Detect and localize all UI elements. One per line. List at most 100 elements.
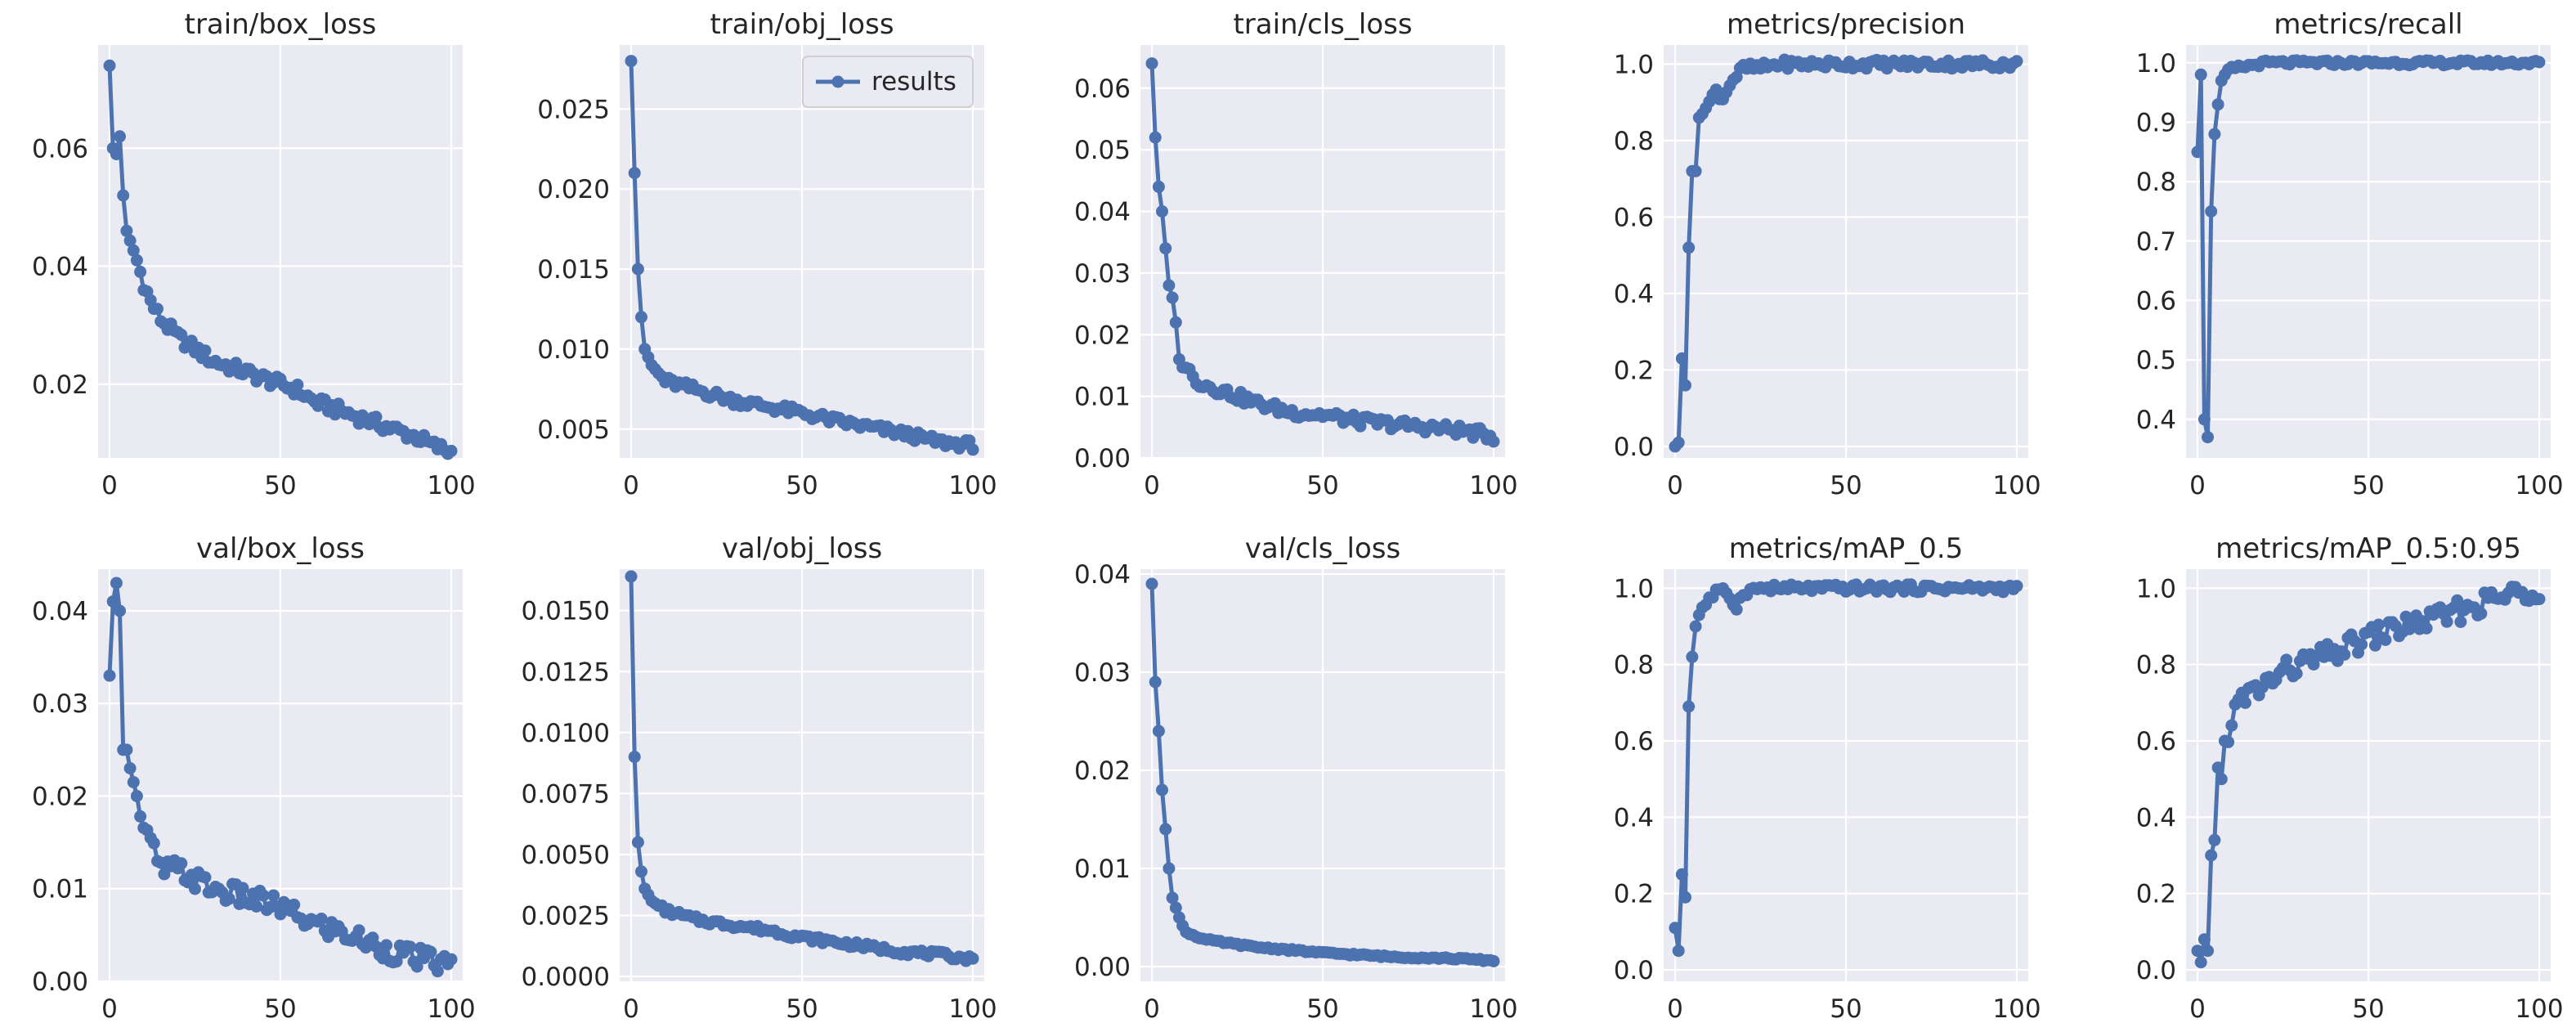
x-tick-label: 100 [948, 994, 997, 1024]
y-tick-label: 0.8 [1614, 127, 1654, 156]
data-point [2372, 618, 2385, 631]
y-tick-label: 0.02 [1074, 321, 1131, 350]
data-point [2191, 945, 2204, 958]
chart-metrics-recall: 0 50 100 0.4 0.5 0.6 0.7 0.8 0.9 1.0 metrics/recal… [2136, 8, 2564, 500]
chart-metrics-map-0-5: 0 50 100 0.0 0.2 0.4 0.6 0.8 1.0 metrics/mAP_0.5 [1614, 532, 2041, 1024]
y-tick-label: 0.00 [32, 967, 88, 997]
y-tick-label: 0.04 [32, 253, 88, 282]
chart-train-obj-loss: 0 50 100 0.005 0.010 0.015 0.020 0.025 train/obj… [537, 8, 997, 500]
data-point [274, 908, 287, 921]
x-tick-label: 50 [2352, 471, 2384, 500]
data-point [1689, 164, 1702, 177]
y-tick-label: 0.0000 [522, 962, 610, 992]
data-point [1156, 205, 1168, 218]
data-point [199, 344, 212, 357]
y-tick-label: 0.02 [32, 370, 88, 400]
data-point [628, 167, 641, 180]
x-tick-label: 0 [1667, 471, 1683, 500]
data-point [628, 751, 641, 764]
x-tick-label: 0 [101, 471, 118, 500]
data-point [1166, 291, 1179, 304]
data-point [134, 810, 147, 823]
y-tick-label: 0.6 [1614, 727, 1654, 756]
legend-marker-icon [831, 75, 844, 88]
data-point [123, 234, 137, 247]
chart-val-cls-loss: 0 50 100 0.00 0.01 0.02 0.03 0.04 val/cls_loss [1074, 532, 1518, 1024]
y-tick-label: 1.0 [1614, 50, 1654, 79]
data-point [1672, 436, 1685, 449]
data-point [352, 924, 365, 937]
data-point [1672, 945, 1685, 958]
data-point [1682, 700, 1696, 713]
data-point [625, 570, 638, 583]
data-point [151, 303, 164, 316]
data-point [635, 865, 647, 878]
chart-val-obj-loss: 0 50 100 0.0000 0.0025 0.0050 0.0075 0.0100 0.01… [522, 532, 997, 1024]
data-point [2194, 956, 2207, 969]
data-point [424, 945, 437, 958]
y-tick-label: 0.00 [1074, 953, 1131, 982]
y-tick-label: 0.0025 [522, 901, 610, 931]
x-tick-label: 0 [623, 471, 639, 500]
y-tick-label: 0.00 [1074, 444, 1131, 473]
y-tick-label: 0.03 [1074, 658, 1131, 688]
legend-label: results [871, 67, 956, 96]
data-point [404, 940, 417, 953]
y-tick-label: 1.0 [2136, 574, 2176, 603]
y-tick-label: 1.0 [2136, 49, 2176, 79]
data-point [2197, 933, 2211, 946]
data-point [1487, 435, 1500, 448]
data-point [130, 790, 143, 802]
data-point [1682, 241, 1696, 254]
y-tick-label: 0.025 [537, 95, 610, 124]
data-point [110, 148, 123, 160]
data-point [966, 443, 979, 456]
data-point [1679, 891, 1691, 904]
data-point [1709, 83, 1723, 96]
y-tick-label: 0.4 [1614, 803, 1654, 832]
y-tick-label: 0.0 [1614, 956, 1654, 985]
data-point [120, 743, 133, 756]
data-point [1152, 180, 1165, 193]
data-point [1159, 242, 1172, 255]
data-point [257, 889, 270, 902]
data-point [230, 357, 243, 370]
data-point [2010, 55, 2023, 68]
y-tick-label: 0.06 [1074, 74, 1131, 104]
data-point [1679, 379, 1691, 392]
x-tick-label: 50 [1830, 994, 1861, 1024]
data-point [147, 837, 160, 850]
data-point [2239, 697, 2251, 709]
data-point [1163, 279, 1176, 292]
y-tick-label: 0.4 [2136, 406, 2176, 435]
data-point [445, 953, 458, 966]
data-point [199, 871, 212, 884]
data-point [410, 960, 423, 973]
x-tick-label: 50 [264, 471, 296, 500]
data-point [1149, 675, 1162, 689]
data-point [1149, 131, 1162, 144]
data-point [2280, 653, 2293, 666]
chart-title: metrics/mAP_0.5 [1729, 532, 1964, 565]
x-tick-label: 100 [2515, 471, 2563, 500]
y-tick-label: 0.2 [1614, 880, 1654, 909]
data-point [1730, 603, 1743, 616]
y-tick-label: 0.01 [1074, 855, 1131, 884]
data-point [288, 898, 301, 911]
data-point [2191, 146, 2204, 159]
data-point [1145, 57, 1158, 70]
data-point [2290, 667, 2303, 680]
x-tick-label: 50 [786, 471, 818, 500]
data-point [175, 857, 188, 870]
data-point [2194, 68, 2207, 81]
data-point [2454, 616, 2467, 628]
x-tick-label: 0 [2189, 994, 2206, 1024]
y-tick-label: 0.0050 [522, 841, 610, 870]
x-tick-label: 100 [1469, 994, 1517, 1024]
x-tick-label: 0 [1667, 994, 1683, 1024]
chart-metrics-precision: 0 50 100 0.0 0.2 0.4 0.6 0.8 1.0 metrics/precisio… [1614, 8, 2041, 500]
x-tick-label: 0 [1144, 994, 1160, 1024]
data-point [1145, 577, 1158, 590]
x-tick-label: 50 [2352, 994, 2384, 1024]
